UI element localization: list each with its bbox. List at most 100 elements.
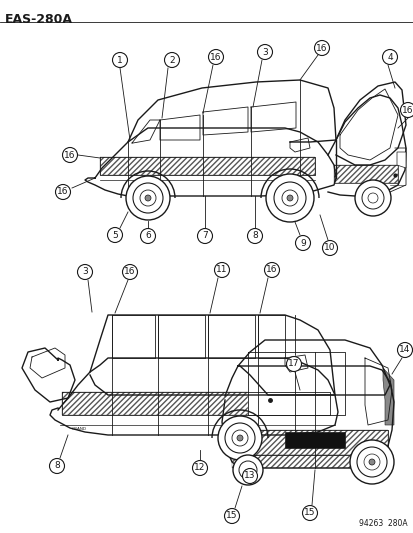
Circle shape: [112, 52, 127, 68]
Circle shape: [77, 264, 92, 279]
Polygon shape: [90, 315, 334, 395]
Polygon shape: [85, 128, 335, 196]
Polygon shape: [158, 315, 204, 358]
Text: 16: 16: [64, 150, 76, 159]
Circle shape: [50, 458, 64, 473]
Polygon shape: [207, 315, 254, 358]
Text: 15: 15: [304, 508, 315, 518]
Circle shape: [322, 240, 337, 255]
Circle shape: [367, 193, 377, 203]
Text: 16: 16: [316, 44, 327, 52]
Circle shape: [349, 440, 393, 484]
Text: 94263  280A: 94263 280A: [358, 519, 407, 528]
Polygon shape: [284, 355, 307, 372]
Circle shape: [356, 447, 386, 477]
Text: 16: 16: [401, 106, 413, 115]
Polygon shape: [128, 80, 335, 142]
Circle shape: [55, 184, 70, 199]
Circle shape: [247, 229, 262, 244]
Circle shape: [257, 44, 272, 60]
Circle shape: [399, 102, 413, 117]
Text: 11: 11: [216, 265, 227, 274]
Circle shape: [208, 50, 223, 64]
Text: 8: 8: [54, 462, 60, 471]
Text: EAS-280A: EAS-280A: [5, 13, 73, 26]
Circle shape: [233, 455, 262, 485]
Text: 1: 1: [117, 55, 123, 64]
Text: 8: 8: [252, 231, 257, 240]
Polygon shape: [221, 366, 393, 468]
Circle shape: [302, 505, 317, 521]
Circle shape: [231, 430, 247, 446]
Circle shape: [214, 262, 229, 278]
Circle shape: [264, 262, 279, 278]
Text: 16: 16: [210, 52, 221, 61]
Circle shape: [286, 357, 301, 372]
Text: 12: 12: [194, 464, 205, 472]
Polygon shape: [396, 152, 405, 168]
Circle shape: [382, 50, 396, 64]
Text: 17: 17: [287, 359, 299, 368]
Circle shape: [368, 459, 374, 465]
Polygon shape: [327, 95, 405, 196]
Polygon shape: [159, 115, 199, 140]
Circle shape: [266, 174, 313, 222]
Polygon shape: [382, 368, 393, 425]
Circle shape: [286, 195, 292, 201]
Circle shape: [238, 461, 256, 479]
Polygon shape: [247, 352, 344, 415]
Polygon shape: [257, 315, 284, 358]
Text: 15: 15: [225, 512, 237, 521]
Polygon shape: [339, 89, 397, 160]
Circle shape: [145, 195, 151, 201]
Polygon shape: [284, 432, 344, 448]
Polygon shape: [202, 107, 247, 135]
Text: GRAND: GRAND: [72, 427, 87, 431]
Circle shape: [133, 183, 163, 213]
Polygon shape: [250, 102, 295, 132]
Circle shape: [295, 236, 310, 251]
Circle shape: [122, 264, 137, 279]
Polygon shape: [364, 358, 391, 425]
Polygon shape: [30, 348, 65, 378]
Circle shape: [281, 190, 297, 206]
Circle shape: [396, 343, 411, 358]
Text: 7: 7: [202, 231, 207, 240]
Circle shape: [224, 508, 239, 523]
Circle shape: [314, 41, 329, 55]
Circle shape: [242, 469, 257, 483]
Circle shape: [140, 229, 155, 244]
Polygon shape: [132, 120, 159, 143]
Text: 5: 5: [112, 230, 118, 239]
Text: 4: 4: [386, 52, 392, 61]
Text: 14: 14: [399, 345, 410, 354]
Circle shape: [62, 148, 77, 163]
Text: 13: 13: [244, 472, 255, 481]
Polygon shape: [237, 340, 389, 395]
Text: 16: 16: [124, 268, 135, 277]
Text: 3: 3: [261, 47, 267, 56]
Circle shape: [192, 461, 207, 475]
Circle shape: [354, 180, 390, 216]
Polygon shape: [112, 315, 154, 358]
Circle shape: [224, 423, 254, 453]
Text: 16: 16: [57, 188, 69, 197]
Text: 6: 6: [145, 231, 150, 240]
Circle shape: [197, 229, 212, 244]
Circle shape: [164, 52, 179, 68]
Circle shape: [361, 187, 383, 209]
Polygon shape: [22, 348, 75, 402]
Text: 16: 16: [266, 265, 277, 274]
Polygon shape: [289, 138, 309, 152]
Circle shape: [140, 190, 156, 206]
Circle shape: [363, 454, 379, 470]
Polygon shape: [335, 82, 405, 165]
Circle shape: [236, 435, 242, 441]
Text: 2: 2: [169, 55, 174, 64]
Circle shape: [273, 182, 305, 214]
Circle shape: [218, 416, 261, 460]
Text: 10: 10: [323, 244, 335, 253]
Text: 9: 9: [299, 238, 305, 247]
Circle shape: [126, 176, 170, 220]
Circle shape: [107, 228, 122, 243]
